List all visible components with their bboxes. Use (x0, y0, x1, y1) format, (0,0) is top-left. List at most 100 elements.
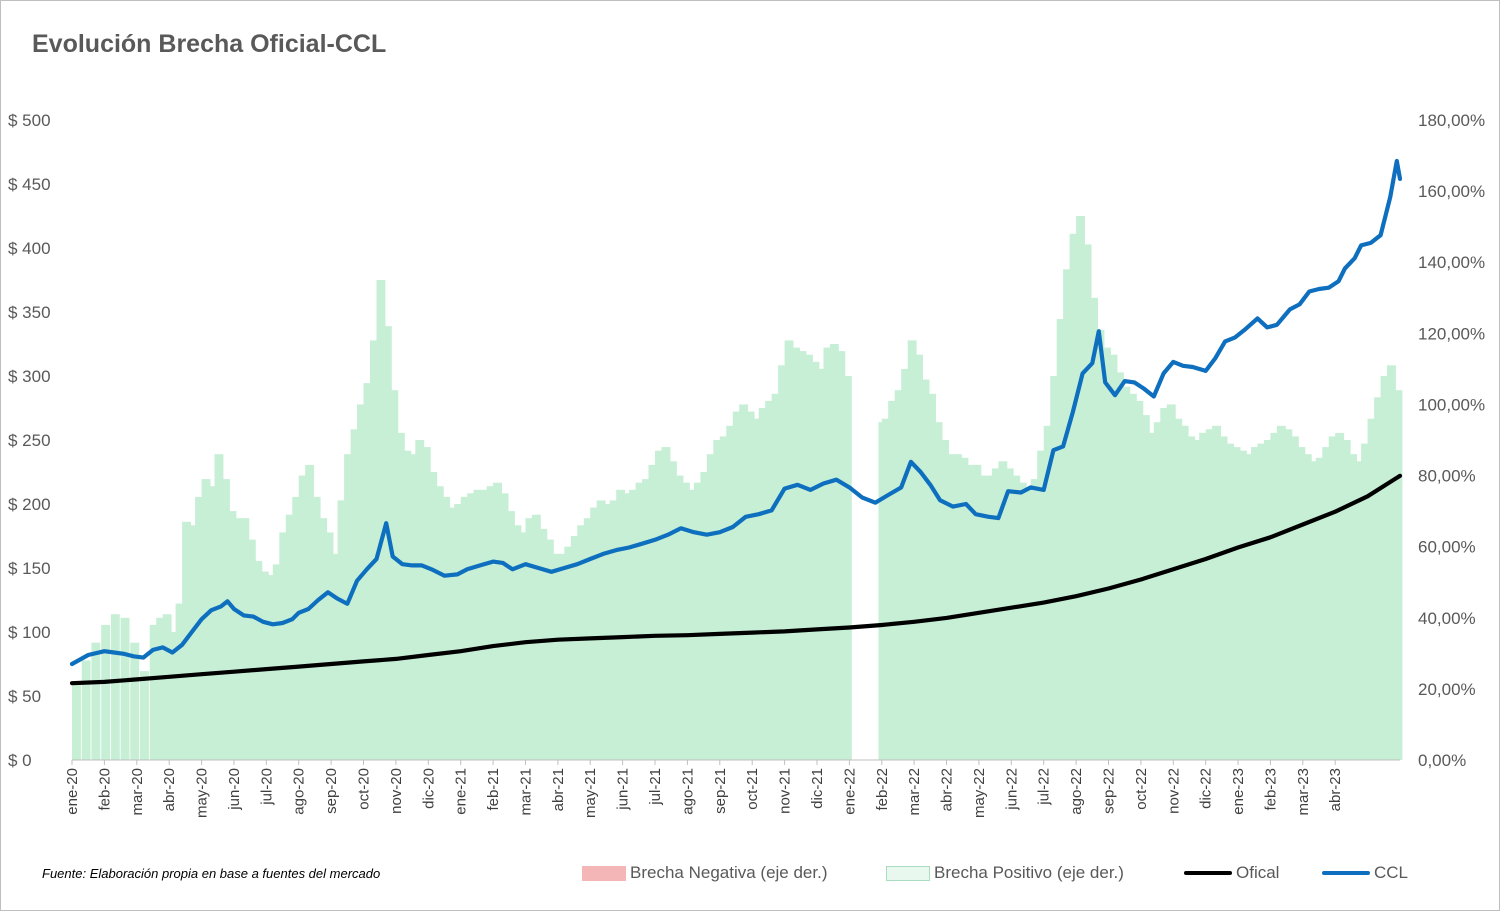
brecha-positivo-bar (1276, 425, 1286, 760)
y-right-tick-label: 100,00% (1418, 395, 1485, 414)
x-tick-label: feb-21 (485, 768, 502, 811)
brecha-positivo-bar (156, 617, 166, 760)
brecha-positivo-bar (402, 450, 412, 760)
brecha-positivo-bar (201, 479, 211, 760)
brecha-positivo-bar (1302, 454, 1312, 760)
brecha-positivo-bar (823, 347, 833, 760)
brecha-positivo-bar (331, 553, 340, 760)
brecha-positivo-bar (1017, 482, 1027, 760)
brecha-positivo-bar (1212, 425, 1221, 760)
x-tick-label: mar-22 (906, 768, 923, 816)
brecha-positivo-bar (1380, 376, 1390, 760)
brecha-positivo-bar (428, 472, 438, 760)
x-tick-label: mar-23 (1295, 768, 1312, 816)
brecha-positivo-bar (1011, 475, 1021, 760)
y-left-tick-label: $ 300 (8, 367, 51, 386)
brecha-positivo-bar (408, 454, 418, 760)
brecha-positivo-bar (72, 681, 81, 760)
brecha-positivo-bar (493, 482, 502, 760)
x-tick-label: may-21 (582, 768, 599, 818)
x-tick-label: mar-20 (129, 768, 146, 816)
brecha-positivo-bar (285, 514, 295, 760)
y-right-tick-label: 60,00% (1418, 538, 1476, 557)
brecha-positivo-bar (1056, 319, 1066, 760)
brecha-positivo-bar (953, 454, 962, 760)
oficial-line (69, 473, 1403, 686)
brecha-positivo-bar (188, 525, 198, 760)
brecha-positivo-bar (1160, 408, 1170, 760)
y-left-tick-label: $ 500 (8, 111, 51, 130)
x-tick-label: oct-20 (356, 768, 373, 810)
x-tick-label: may-20 (194, 768, 211, 818)
brecha-positivo-bar (985, 475, 995, 760)
brecha-positivo-bar (1315, 457, 1325, 760)
brecha-positivo-bar (1393, 390, 1403, 760)
brecha-positivo-bar (1153, 422, 1163, 760)
brecha-positivo-bar (169, 632, 179, 760)
brecha-positivo-bar (1147, 432, 1157, 760)
brecha-positivo-bar (1076, 216, 1085, 760)
ccl-line (69, 158, 1403, 667)
x-tick-label: ago-22 (1068, 768, 1085, 815)
brecha-positivo-bar (713, 440, 723, 760)
brecha-positivo-bar (1244, 454, 1254, 760)
brecha-positivo-bar (395, 432, 405, 760)
brecha-positivo-bar (1004, 468, 1014, 760)
brecha-positivo-bar (227, 511, 237, 760)
x-tick-label: abr-20 (161, 768, 178, 811)
x-tick-label: ago-21 (679, 768, 696, 815)
y-right-tick-label: 140,00% (1418, 253, 1485, 272)
brecha-positivo-bar (382, 326, 392, 760)
y-right-tick-label: 0,00% (1418, 751, 1466, 770)
brecha-positivo-bar (499, 493, 509, 760)
x-tick-label: dic-21 (809, 768, 826, 809)
brecha-positivo-bar (732, 411, 742, 760)
brecha-positivo-bar (810, 361, 820, 760)
y-right-tick-label: 20,00% (1418, 680, 1476, 699)
x-tick-label: ene-22 (841, 768, 858, 815)
brecha-positivo-bar (635, 482, 645, 760)
brecha-positivo-bar (344, 454, 353, 760)
legend-swatch-negativa (582, 865, 626, 881)
brecha-positivo-bar (1179, 425, 1189, 760)
y-left-tick-label: $ 100 (8, 623, 51, 642)
brecha-positivo-bar (415, 440, 425, 760)
brecha-positivo-bar (1037, 450, 1047, 760)
legend-label-oficial: Ofical (1236, 863, 1280, 882)
brecha-positivo-bar (298, 475, 308, 760)
brecha-positivo-bar (842, 376, 852, 760)
brecha-positivo-bar (661, 447, 671, 760)
brecha-positivo-bar (655, 450, 664, 760)
legend-oficial: Ofical (1184, 862, 1279, 884)
x-tick-label: oct-21 (744, 768, 761, 810)
brecha-positivo-bar (544, 539, 554, 760)
brecha-positivo-bar (1264, 440, 1273, 760)
brecha-positivo-bar (642, 479, 651, 760)
brecha-positivo-bar (959, 457, 969, 760)
x-tick-label: abr-23 (1327, 768, 1344, 811)
brecha-positivo-bar (1173, 418, 1183, 760)
brecha-positivo-bar (531, 514, 541, 760)
brecha-positivo-bar (337, 500, 347, 760)
brecha-positivo-bar (771, 393, 781, 760)
brecha-positivo-bar (1186, 436, 1196, 760)
y-right-tick-label: 80,00% (1418, 467, 1476, 486)
y-left-tick-label: $ 250 (8, 431, 51, 450)
brecha-positivo-bar (389, 390, 399, 760)
brecha-positivo-bar (1328, 436, 1338, 760)
brecha-positivo-bar (221, 479, 230, 760)
brecha-positivo-bar (1166, 404, 1176, 760)
brecha-positivo-bar (480, 489, 489, 760)
brecha-positivo-bar (101, 624, 111, 760)
brecha-positivo-bar (940, 440, 949, 760)
brecha-positivo-bar (370, 340, 379, 760)
brecha-positivo-bar (460, 496, 470, 760)
brecha-positivo-bar (778, 365, 787, 760)
brecha-positivo-bar (1387, 365, 1396, 760)
brecha-positivo-bar (1238, 450, 1247, 760)
brecha-positivo-bar (1270, 432, 1280, 760)
x-tick-label: sep-21 (712, 768, 729, 814)
brecha-positivo-bar (1225, 443, 1234, 760)
brecha-positivo-bar (1335, 432, 1345, 760)
brecha-positivo-bar (1127, 393, 1137, 760)
